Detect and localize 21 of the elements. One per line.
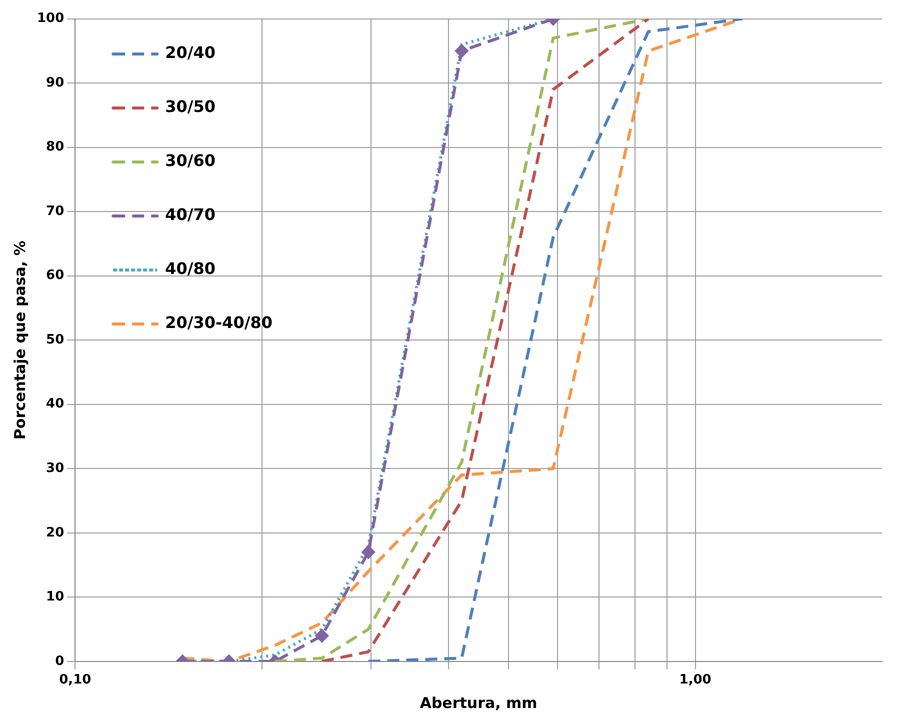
x-axis-title: Abertura, mm [420, 694, 538, 712]
legend-label: 40/70 [165, 205, 216, 224]
y-axis-title: Porcentaje que pasa, % [10, 240, 29, 440]
y-tick-label: 90 [46, 75, 64, 90]
y-tick-label: 100 [36, 11, 64, 26]
y-tick-label: 10 [46, 590, 64, 605]
y-tick-label: 70 [46, 204, 64, 219]
legend-label: 20/40 [165, 43, 216, 62]
legend-label: 20/30-40/80 [165, 313, 273, 332]
legend-label: 30/50 [165, 97, 216, 116]
y-tick-label: 60 [46, 268, 64, 284]
legend-label: 40/80 [165, 259, 216, 278]
y-tick-label: 0 [55, 654, 64, 669]
y-tick-label: 30 [46, 460, 64, 476]
x-tick-label: 0,10 [59, 672, 92, 688]
y-tick-label: 40 [46, 396, 64, 412]
y-tick-label: 80 [46, 140, 64, 155]
x-tick-label: 1,00 [679, 672, 712, 688]
legend-label: 30/60 [165, 151, 216, 170]
y-tick-label: 50 [46, 332, 64, 348]
y-tick-label: 20 [46, 525, 64, 540]
